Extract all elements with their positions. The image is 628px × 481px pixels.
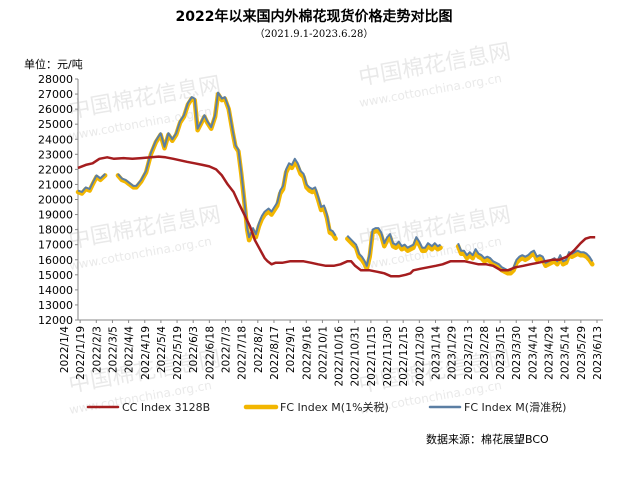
x-tick-label: 2022/6/3 bbox=[188, 326, 200, 373]
y-tick-label: 23000 bbox=[38, 148, 73, 161]
y-tick-label: 21000 bbox=[38, 178, 73, 191]
x-tick-label: 2022/2/3 bbox=[91, 326, 103, 373]
x-tick-label: 2022/10/16 bbox=[334, 326, 346, 387]
axes: 12000 13000 14000 15000 16000 17000 18000 19000… bbox=[38, 73, 604, 387]
y-tick-label: 28000 bbox=[38, 73, 73, 86]
y-axis-unit-label: 单位：元/吨 bbox=[24, 58, 83, 71]
y-tick-label: 20000 bbox=[38, 194, 73, 207]
x-tick-label: 2022/12/30 bbox=[414, 326, 426, 387]
y-tick-label: 24000 bbox=[38, 133, 73, 146]
chart-subtitle: （2021.9.1-2023.6.28） bbox=[254, 29, 374, 40]
y-tick-label: 13000 bbox=[38, 299, 73, 312]
x-tick-label: 2023/5/14 bbox=[560, 326, 572, 380]
y-tick-label: 14000 bbox=[38, 284, 73, 297]
y-tick-label: 18000 bbox=[38, 224, 73, 237]
y-tick-label: 26000 bbox=[38, 103, 73, 116]
series-layer bbox=[75, 91, 596, 278]
x-tick-label: 2022/10/31 bbox=[350, 326, 362, 387]
x-tick-label: 2023/6/13 bbox=[592, 326, 604, 380]
x-tick-label: 2022/8/17 bbox=[269, 326, 281, 380]
y-tick-label: 12000 bbox=[38, 314, 73, 327]
x-tick-label: 2022/12/15 bbox=[398, 326, 410, 387]
x-tick-label: 2022/10/1 bbox=[317, 326, 329, 380]
x-tick-label: 2022/4/4 bbox=[124, 326, 136, 373]
x-tick-label: 2023/4/14 bbox=[527, 326, 539, 380]
x-tick-label: 2022/6/18 bbox=[204, 326, 216, 380]
x-tick-label: 2023/2/28 bbox=[479, 326, 491, 380]
x-tick-label: 2023/2/13 bbox=[463, 326, 475, 380]
y-tick-label: 16000 bbox=[38, 254, 73, 267]
series-line-cc-index bbox=[77, 155, 596, 278]
x-tick-label: 2022/5/4 bbox=[156, 326, 168, 373]
x-tick-label: 2022/7/18 bbox=[237, 326, 249, 380]
legend: CC Index 3128B FC Index M(1%关税) FC Index M… bbox=[86, 400, 566, 414]
x-tick-label: 2023/1/14 bbox=[430, 326, 442, 380]
x-tick-label: 2023/5/29 bbox=[576, 326, 588, 380]
x-tick-label: 2022/11/15 bbox=[366, 326, 378, 387]
legend-fc-sliding: FC Index M(滑准税) bbox=[428, 400, 566, 414]
y-tick-label: 17000 bbox=[38, 239, 73, 252]
x-tick-label: 2022/9/16 bbox=[301, 326, 313, 380]
legend-label: CC Index 3128B bbox=[122, 401, 210, 414]
x-tick-label: 2023/1/29 bbox=[447, 326, 459, 380]
legend-label: FC Index M(滑准税) bbox=[464, 400, 566, 414]
legend-fc-1pct: FC Index M(1%关税) bbox=[243, 400, 389, 414]
legend-label: FC Index M(1%关税) bbox=[280, 400, 389, 414]
x-tick-label: 2023/4/29 bbox=[544, 326, 556, 380]
x-tick-label: 2023/3/15 bbox=[495, 326, 507, 380]
x-tick-label: 2022/7/3 bbox=[221, 326, 233, 373]
y-tick-label: 19000 bbox=[38, 209, 73, 222]
series-line-fc-sliding bbox=[77, 173, 106, 193]
series-line-fc-sliding bbox=[346, 227, 442, 267]
x-tick-label: 2022/5/19 bbox=[172, 326, 184, 380]
x-tick-label: 2023/3/30 bbox=[511, 326, 523, 380]
legend-cc-index: CC Index 3128B bbox=[86, 401, 210, 414]
series-line-fc-sliding bbox=[117, 91, 337, 239]
x-tick-label: 2022/4/19 bbox=[140, 326, 152, 380]
x-tick-label: 2022/1/4 bbox=[59, 326, 71, 373]
x-tick-label: 2022/8/2 bbox=[253, 326, 265, 373]
x-tick-label: 2022/11/30 bbox=[382, 326, 394, 387]
chart-title: 2022年以来国内外棉花现货价格走势对比图 bbox=[175, 9, 453, 25]
series-line-fc-1pct bbox=[345, 228, 443, 272]
y-tick-label: 15000 bbox=[38, 269, 73, 282]
y-tick-label: 27000 bbox=[38, 88, 73, 101]
x-tick-label: 2022/1/19 bbox=[75, 326, 87, 380]
x-tick-label: 2022/3/5 bbox=[107, 326, 119, 373]
y-tick-label: 22000 bbox=[38, 163, 73, 176]
x-tick-label: 2022/9/1 bbox=[285, 326, 297, 373]
y-tick-label: 25000 bbox=[38, 118, 73, 131]
data-source-note: 数据来源：棉花展望BCO bbox=[426, 433, 549, 446]
